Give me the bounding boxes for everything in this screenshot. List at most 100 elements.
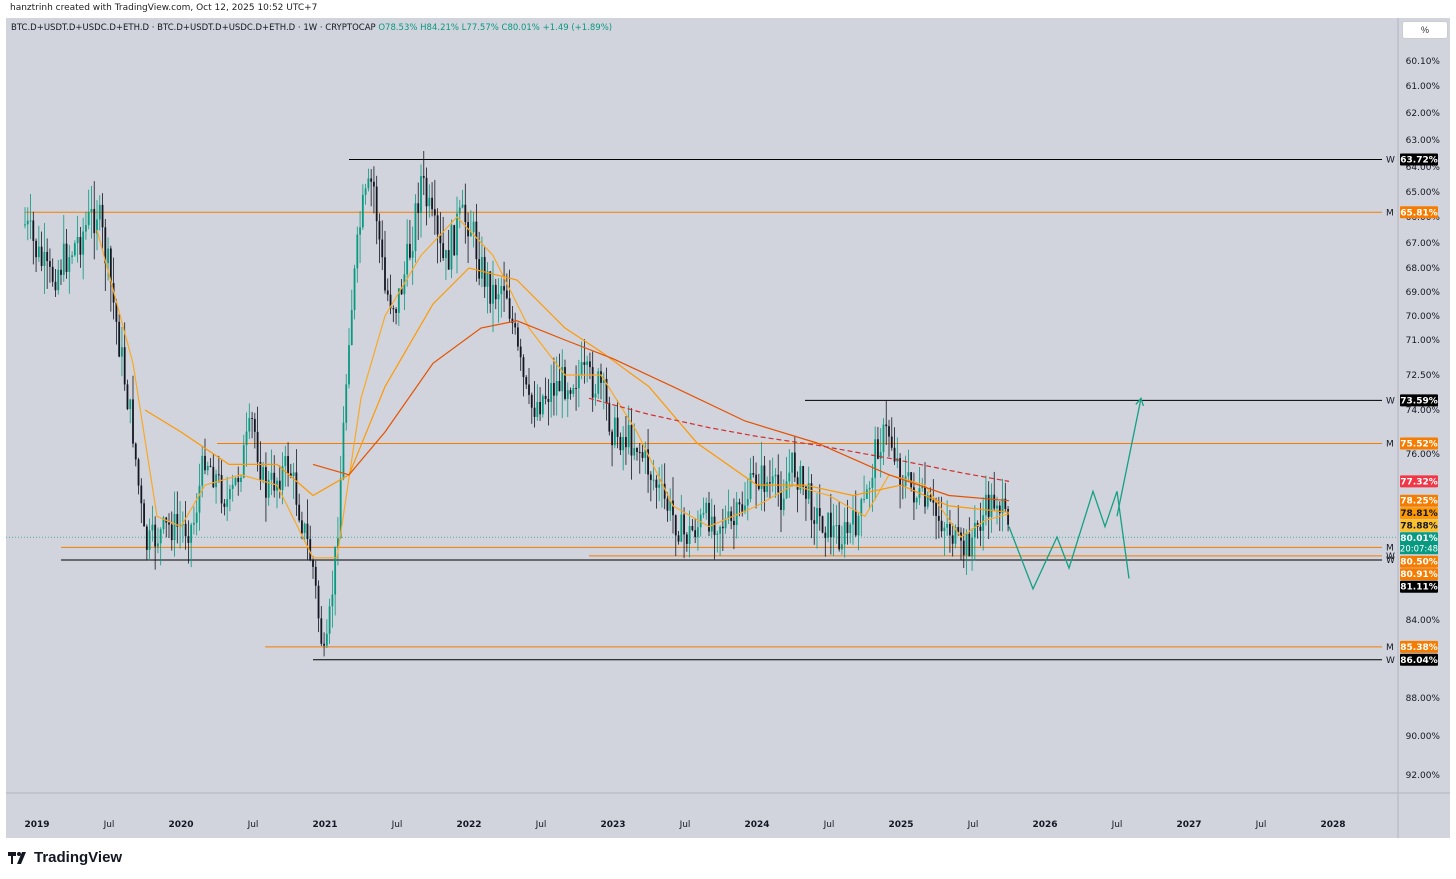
- price-badge: [1400, 475, 1438, 488]
- candle-body: [505, 290, 508, 299]
- candle-body: [43, 251, 46, 266]
- candle-body: [442, 243, 445, 259]
- candle-body: [469, 231, 472, 237]
- candle-body: [90, 208, 93, 212]
- candle-body: [805, 486, 807, 499]
- candle-body: [492, 284, 494, 304]
- percent-scale-button[interactable]: %: [1402, 21, 1448, 39]
- candle-body: [647, 449, 649, 475]
- candle-body: [644, 449, 647, 458]
- price-badge-label: 73.59%: [1400, 396, 1438, 406]
- ohlc-high: H84.21%: [420, 23, 459, 33]
- candle-body: [962, 540, 965, 556]
- chart-area[interactable]: 60.10%61.00%62.00%63.00%64.00%65.00%66.0…: [6, 18, 1450, 838]
- candle-body: [990, 494, 993, 517]
- candle-body: [132, 399, 134, 444]
- candle-body: [206, 465, 209, 471]
- candle-body: [852, 510, 854, 525]
- price-badge-label: 78.81%: [1400, 509, 1438, 519]
- chart-svg[interactable]: 60.10%61.00%62.00%63.00%64.00%65.00%66.0…: [6, 18, 1450, 838]
- y-tick-label: 84.00%: [1406, 616, 1441, 626]
- candle-body: [287, 456, 289, 474]
- candle-body: [799, 466, 802, 490]
- candle-body: [289, 473, 292, 477]
- price-badge: [1400, 494, 1438, 507]
- candle-body: [564, 367, 566, 399]
- candle-body: [40, 246, 43, 266]
- price-badge: [1400, 519, 1438, 532]
- candle-body: [746, 498, 749, 506]
- level-tag: W: [1386, 155, 1395, 165]
- candle-body: [331, 594, 334, 607]
- moving-average-line: [312, 320, 1010, 502]
- candle-body: [378, 221, 381, 240]
- candle-body: [710, 516, 713, 532]
- candle-body: [810, 483, 813, 521]
- candle-body: [320, 618, 323, 644]
- x-tick-label: 2025: [888, 820, 913, 830]
- y-tick-label: 65.00%: [1406, 188, 1441, 198]
- candle-body: [724, 518, 727, 529]
- candle-body: [46, 251, 49, 262]
- candle-body: [946, 523, 949, 528]
- candle-body: [968, 533, 971, 557]
- level-tag: W: [1386, 396, 1395, 406]
- candle-body: [267, 479, 270, 498]
- candle-body: [87, 211, 90, 226]
- x-tick-label: 2024: [744, 820, 769, 830]
- candle-body: [829, 512, 832, 538]
- candle-body: [259, 462, 262, 480]
- candle-body: [849, 524, 852, 534]
- level-tag: W: [1386, 556, 1395, 566]
- candle-body: [159, 529, 162, 544]
- candle-body: [716, 533, 719, 535]
- candle-body: [993, 494, 996, 509]
- candle-body: [785, 481, 788, 499]
- candle-body: [475, 221, 478, 260]
- candle-body: [514, 323, 517, 328]
- candle-body: [237, 477, 240, 482]
- candle-body: [796, 477, 799, 490]
- candle-body: [73, 243, 76, 256]
- candle-body: [663, 483, 666, 499]
- candle-body: [541, 395, 544, 415]
- candle-body: [281, 466, 284, 491]
- candle-body: [525, 377, 528, 385]
- candle-body: [807, 483, 810, 499]
- candle-body: [744, 505, 746, 512]
- candle-body: [638, 451, 641, 453]
- candle-body: [843, 522, 846, 545]
- candle-body: [157, 543, 159, 547]
- candle-body: [348, 345, 350, 385]
- candle-body: [677, 535, 680, 542]
- candle-body: [697, 527, 699, 538]
- candle-body: [220, 475, 223, 504]
- candle-body: [212, 466, 215, 488]
- candle-body: [882, 424, 885, 453]
- candle-body: [406, 243, 409, 275]
- candle-body: [885, 424, 888, 427]
- candle-body: [813, 520, 816, 524]
- candle-body: [899, 458, 901, 486]
- x-tick-label: Jul: [1111, 820, 1123, 830]
- candle-body: [317, 585, 320, 619]
- candle-body: [575, 387, 577, 389]
- candle-body: [231, 484, 234, 489]
- candle-body: [489, 271, 492, 304]
- candle-body: [688, 526, 691, 544]
- candle-body: [926, 495, 929, 507]
- candle-body: [121, 347, 123, 357]
- candle-body: [35, 240, 37, 258]
- candle-body: [824, 532, 827, 538]
- price-badge-label: 65.81%: [1400, 208, 1438, 218]
- candle-body: [719, 526, 721, 534]
- candle-body: [511, 318, 514, 324]
- candle-body: [550, 383, 553, 402]
- tradingview-brand: TradingView: [8, 849, 122, 866]
- candle-body: [151, 524, 154, 531]
- x-tick-label: Jul: [823, 820, 835, 830]
- y-tick-label: 70.00%: [1406, 312, 1441, 322]
- candle-body: [345, 384, 348, 423]
- candle-body: [215, 474, 217, 488]
- candle-body: [589, 361, 591, 368]
